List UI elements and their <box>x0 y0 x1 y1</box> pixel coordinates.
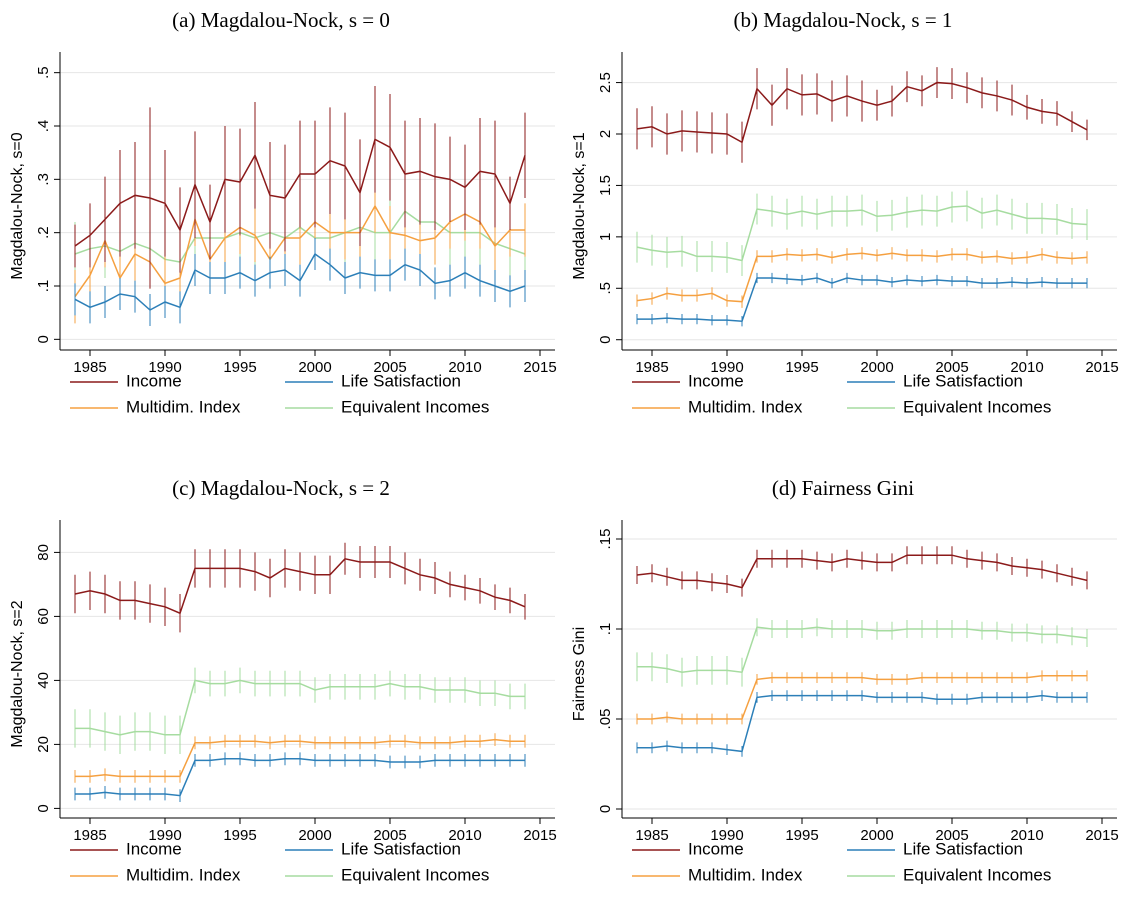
series-line <box>74 252 526 311</box>
y-tick-label: .15 <box>597 529 614 550</box>
y-tick-label: .3 <box>35 173 52 186</box>
y-axis-title: Fairness Gini <box>571 627 588 721</box>
y-tick-label: 80 <box>35 544 52 561</box>
legend-label: Income <box>126 839 182 858</box>
legend-label: Life Satisfaction <box>903 371 1023 390</box>
x-tick-label: 1985 <box>73 359 106 376</box>
legend-label: Life Satisfaction <box>903 839 1023 858</box>
panel-title: (d) Fairness Gini <box>772 476 914 500</box>
x-tick-label: 2010 <box>448 827 481 844</box>
x-tick-label: 2015 <box>1085 359 1118 376</box>
y-tick-label: 2 <box>597 130 614 138</box>
panel-title: (a) Magdalou-Nock, s = 0 <box>172 8 390 32</box>
y-tick-label: 1.5 <box>597 175 614 196</box>
y-tick-label: 1 <box>597 233 614 241</box>
y-tick-label: 40 <box>35 672 52 689</box>
series-line <box>637 626 1088 674</box>
legend-label: Equivalent Incomes <box>341 397 489 416</box>
x-tick-label: 1985 <box>635 827 668 844</box>
series-line <box>637 277 1087 322</box>
x-tick-label: 1995 <box>223 359 256 376</box>
y-tick-label: 2.5 <box>597 72 614 93</box>
y-tick-label: .5 <box>597 282 614 295</box>
legend-label: Equivalent Incomes <box>903 397 1051 416</box>
y-tick-label: 0 <box>597 336 614 344</box>
x-tick-label: 1990 <box>148 359 181 376</box>
panel-title: (c) Magdalou-Nock, s = 2 <box>172 476 390 500</box>
series-line <box>75 679 525 736</box>
y-tick-label: .1 <box>597 623 614 636</box>
panel: (a) Magdalou-Nock, s = 0 Magdalou-Nock, s… <box>9 8 556 417</box>
x-tick-label: 1990 <box>710 359 743 376</box>
legend-label: Equivalent Incomes <box>341 865 489 884</box>
legend-label: Multidim. Index <box>126 397 241 416</box>
series-line <box>636 252 1088 303</box>
x-tick-label: 2015 <box>523 359 556 376</box>
x-tick-label: 2005 <box>935 359 968 376</box>
series-line <box>637 675 1087 720</box>
series-line <box>637 694 1087 753</box>
y-tick-label: .05 <box>597 709 614 730</box>
x-tick-label: 2005 <box>373 827 406 844</box>
x-tick-label: 2000 <box>860 359 893 376</box>
panel: (c) Magdalou-Nock, s = 2 Magdalou-Nock, s… <box>9 476 556 885</box>
y-axis-title: Magdalou-Nock, s=1 <box>571 132 588 279</box>
x-tick-label: 2010 <box>1010 827 1043 844</box>
y-axis-title: Magdalou-Nock, s=2 <box>9 600 26 747</box>
x-tick-label: 1995 <box>785 359 818 376</box>
legend-label: Life Satisfaction <box>341 371 461 390</box>
series-line <box>74 557 526 615</box>
x-tick-label: 2010 <box>1010 359 1043 376</box>
y-axis-title: Magdalou-Nock, s=0 <box>9 132 26 279</box>
legend-label: Multidim. Index <box>688 397 803 416</box>
y-tick-label: 20 <box>35 736 52 753</box>
series-line <box>636 205 1088 262</box>
x-tick-label: 2005 <box>373 359 406 376</box>
x-tick-label: 2000 <box>860 827 893 844</box>
panel: (d) Fairness Gini Fairness Gini 0 .05 .1 .15 1… <box>571 476 1118 885</box>
panel: (b) Magdalou-Nock, s = 1 Magdalou-Nock, s… <box>571 8 1118 417</box>
series-line <box>636 81 1088 144</box>
x-tick-label: 2005 <box>935 827 968 844</box>
y-tick-label: .4 <box>35 120 52 133</box>
x-tick-label: 2000 <box>298 827 331 844</box>
x-tick-label: 2015 <box>1085 827 1118 844</box>
series-line <box>636 554 1088 589</box>
legend-label: Multidim. Index <box>688 865 803 884</box>
y-tick-label: 0 <box>35 804 52 812</box>
series-line <box>74 138 526 247</box>
x-tick-label: 1995 <box>785 827 818 844</box>
legend-label: Life Satisfaction <box>341 839 461 858</box>
legend-label: Equivalent Incomes <box>903 865 1051 884</box>
legend-label: Multidim. Index <box>126 865 241 884</box>
y-tick-label: .2 <box>35 226 52 239</box>
y-tick-label: 0 <box>35 335 52 343</box>
x-tick-label: 1990 <box>710 827 743 844</box>
x-tick-label: 2010 <box>448 359 481 376</box>
x-tick-label: 1995 <box>223 827 256 844</box>
x-tick-label: 1985 <box>73 827 106 844</box>
x-tick-label: 2015 <box>523 827 556 844</box>
x-tick-label: 2000 <box>298 359 331 376</box>
x-tick-label: 1985 <box>635 359 668 376</box>
y-tick-label: 0 <box>597 805 614 813</box>
series-line <box>75 738 525 778</box>
legend-label: Income <box>688 371 744 390</box>
series-line <box>75 758 525 797</box>
y-tick-label: 60 <box>35 608 52 625</box>
legend-label: Income <box>688 839 744 858</box>
legend-label: Income <box>126 371 182 390</box>
y-tick-label: .1 <box>35 280 52 293</box>
y-tick-label: .5 <box>35 66 52 79</box>
panel-title: (b) Magdalou-Nock, s = 1 <box>734 8 953 32</box>
x-tick-label: 1990 <box>148 827 181 844</box>
